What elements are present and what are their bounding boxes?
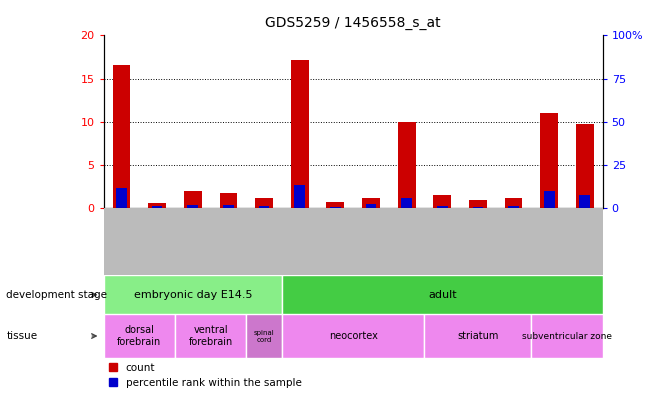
Text: GSM1195276: GSM1195276: [581, 212, 589, 272]
Bar: [255, 198, 273, 208]
Bar: [365, 204, 376, 208]
Bar: [152, 206, 163, 208]
Bar: [401, 198, 412, 208]
Text: ventral
forebrain: ventral forebrain: [189, 325, 233, 347]
Text: GSM1195277: GSM1195277: [117, 212, 126, 272]
Text: dorsal
forebrain: dorsal forebrain: [117, 325, 161, 347]
Bar: [508, 206, 519, 208]
Bar: [437, 206, 448, 208]
Bar: [187, 205, 198, 208]
Text: development stage: development stage: [6, 290, 108, 300]
Text: embryonic day E14.5: embryonic day E14.5: [133, 290, 252, 300]
Bar: [116, 187, 127, 208]
Bar: [223, 205, 234, 208]
Text: GSM1195274: GSM1195274: [509, 212, 518, 272]
Text: GSM1195269: GSM1195269: [331, 212, 340, 272]
Bar: [259, 206, 270, 208]
Text: GSM1195270: GSM1195270: [367, 212, 375, 272]
Bar: [424, 314, 531, 358]
Bar: [576, 123, 594, 208]
Text: GSM1195279: GSM1195279: [189, 212, 197, 272]
Bar: [398, 122, 415, 208]
Bar: [282, 275, 603, 314]
Bar: [104, 314, 175, 358]
Bar: [294, 185, 305, 208]
Text: subventricular zone: subventricular zone: [522, 332, 612, 340]
Bar: [362, 198, 380, 208]
Bar: [327, 202, 344, 208]
Text: adult: adult: [428, 290, 457, 300]
Text: GSM1195271: GSM1195271: [402, 212, 411, 272]
Text: GSM1195273: GSM1195273: [474, 212, 482, 272]
Text: tissue: tissue: [6, 331, 38, 341]
Bar: [531, 314, 603, 358]
Bar: [505, 198, 522, 208]
Text: GSM1195268: GSM1195268: [295, 212, 304, 272]
Text: GSM1195275: GSM1195275: [545, 212, 553, 272]
Text: GSM1195281: GSM1195281: [260, 212, 268, 272]
Bar: [434, 195, 451, 208]
Bar: [220, 193, 237, 208]
Bar: [282, 314, 424, 358]
Bar: [104, 208, 603, 275]
Bar: [472, 207, 483, 208]
Bar: [540, 113, 558, 208]
Text: GDS5259 / 1456558_s_at: GDS5259 / 1456558_s_at: [265, 16, 441, 30]
Text: GSM1195272: GSM1195272: [438, 212, 446, 272]
Bar: [113, 65, 130, 208]
Text: spinal
cord: spinal cord: [253, 329, 275, 343]
Bar: [291, 60, 308, 208]
Text: neocortex: neocortex: [329, 331, 378, 341]
Bar: [544, 191, 555, 208]
Bar: [330, 207, 341, 208]
Legend: count, percentile rank within the sample: count, percentile rank within the sample: [109, 363, 301, 388]
Text: GSM1195278: GSM1195278: [153, 212, 161, 272]
Text: GSM1195280: GSM1195280: [224, 212, 233, 272]
Text: striatum: striatum: [457, 331, 498, 341]
Bar: [246, 314, 282, 358]
Bar: [175, 314, 246, 358]
Bar: [184, 191, 202, 208]
Bar: [104, 275, 282, 314]
Bar: [148, 203, 166, 208]
Bar: [579, 195, 590, 208]
Bar: [469, 200, 487, 208]
